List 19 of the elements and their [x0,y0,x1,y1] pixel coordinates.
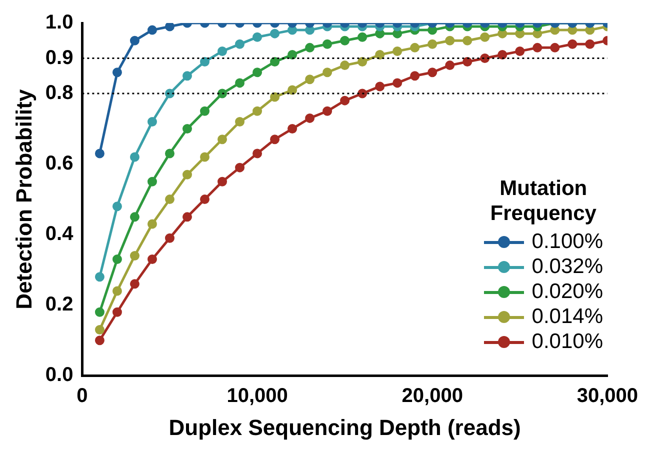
x-tick-label: 30,000 [576,385,638,408]
legend-label: 0.100% [532,229,603,254]
y-tick-label: 0.4 [45,223,74,246]
legend-title: Mutation Frequency [489,176,598,226]
x-tick-label: 0 [76,385,88,408]
y-axis-title: Detection Probability [11,88,36,310]
y-tick-label: 0.0 [45,364,74,386]
y-tick-label: 1.0 [45,12,74,34]
y-tick-label: 0.6 [45,152,74,175]
x-tick-label: 10,000 [226,385,288,408]
legend-label: 0.032% [532,254,603,279]
y-tick-label: 0.2 [45,294,74,316]
x-tick-label: 20,000 [402,385,463,408]
legend-label: 0.020% [532,279,603,304]
y-tick-label: 0.8 [45,82,74,104]
y-tick-label: 0.9 [45,46,74,69]
legend-label: 0.014% [532,304,603,329]
x-axis-title: Duplex Sequencing Depth (reads) [168,414,521,440]
legend-label: 0.010% [532,329,603,354]
